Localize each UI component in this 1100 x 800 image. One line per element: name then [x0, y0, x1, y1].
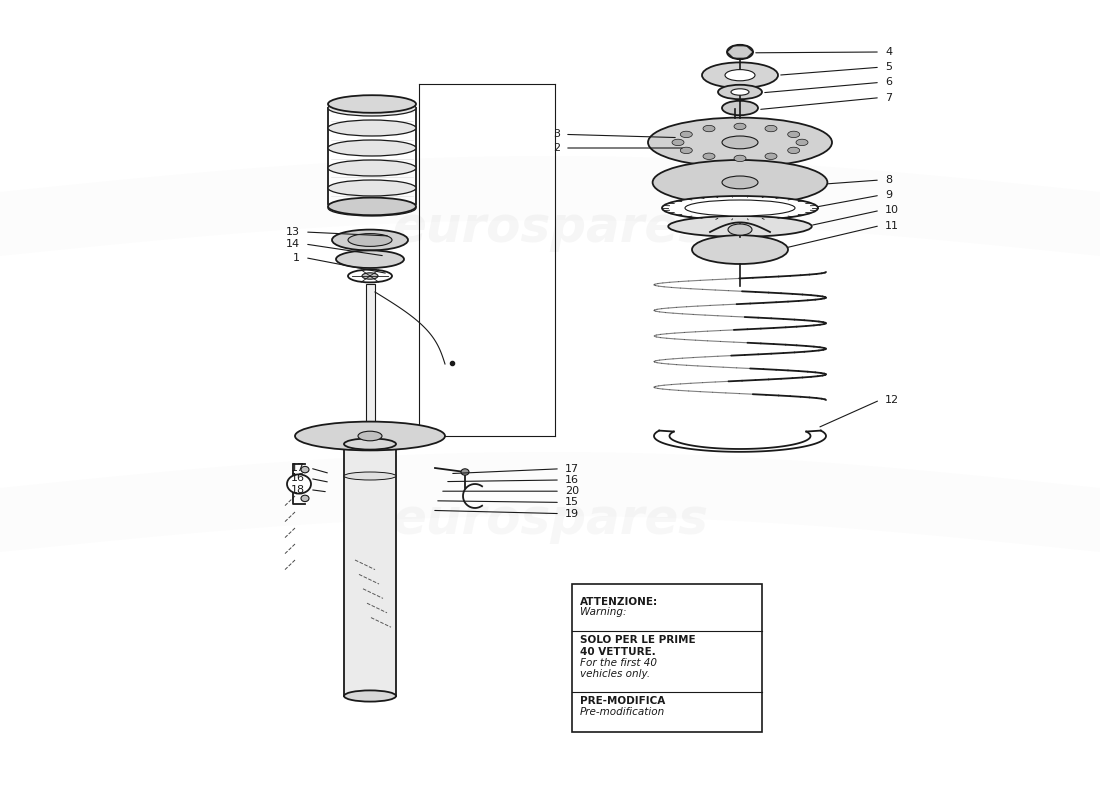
Ellipse shape [328, 120, 416, 136]
Text: 14: 14 [286, 239, 300, 249]
Ellipse shape [348, 270, 392, 282]
Text: 6: 6 [886, 78, 892, 87]
Ellipse shape [764, 153, 777, 159]
Ellipse shape [328, 160, 416, 176]
Text: eurospares: eurospares [392, 496, 708, 544]
Text: 15: 15 [565, 498, 579, 507]
Ellipse shape [461, 469, 469, 475]
Text: 12: 12 [886, 395, 899, 405]
Bar [344, 444, 396, 696]
Ellipse shape [788, 147, 800, 154]
Text: 9: 9 [886, 190, 892, 200]
Ellipse shape [348, 234, 392, 246]
Ellipse shape [680, 131, 692, 138]
Ellipse shape [668, 216, 812, 237]
Text: 40 VETTURE.: 40 VETTURE. [580, 646, 656, 657]
Text: 17: 17 [290, 463, 305, 473]
Text: eurospares: eurospares [392, 204, 708, 252]
Ellipse shape [788, 131, 800, 138]
Ellipse shape [358, 431, 382, 441]
Text: 8: 8 [886, 175, 892, 185]
Ellipse shape [328, 140, 416, 156]
Ellipse shape [301, 495, 309, 502]
Text: 18: 18 [290, 485, 305, 494]
Ellipse shape [328, 200, 416, 216]
Ellipse shape [692, 235, 788, 264]
Ellipse shape [734, 123, 746, 130]
Text: Warning:: Warning: [580, 607, 627, 618]
Ellipse shape [703, 153, 715, 159]
Ellipse shape [328, 180, 416, 196]
Ellipse shape [702, 62, 778, 88]
Text: ATTENZIONE:: ATTENZIONE: [580, 597, 658, 606]
Text: 17: 17 [565, 464, 579, 474]
Bar [365, 284, 374, 432]
Text: PRE-MODIFICA: PRE-MODIFICA [580, 696, 666, 706]
Ellipse shape [722, 136, 758, 149]
Text: 2: 2 [553, 143, 560, 153]
Ellipse shape [328, 198, 416, 215]
Ellipse shape [764, 126, 777, 132]
Text: 7: 7 [886, 93, 892, 102]
Text: Pre-modification: Pre-modification [580, 707, 666, 718]
Ellipse shape [718, 85, 762, 99]
Text: 19: 19 [565, 509, 579, 518]
Text: 3: 3 [553, 130, 560, 139]
Ellipse shape [727, 45, 754, 59]
Ellipse shape [362, 273, 378, 279]
Ellipse shape [722, 101, 758, 115]
Ellipse shape [301, 466, 309, 473]
Ellipse shape [680, 147, 692, 154]
Ellipse shape [734, 155, 746, 162]
Text: 20: 20 [565, 486, 579, 496]
Text: 10: 10 [886, 206, 899, 215]
Ellipse shape [685, 200, 795, 216]
Ellipse shape [796, 139, 808, 146]
Text: For the first 40: For the first 40 [580, 658, 657, 668]
Ellipse shape [703, 126, 715, 132]
Text: SOLO PER LE PRIME: SOLO PER LE PRIME [580, 635, 695, 646]
Text: 1: 1 [293, 253, 300, 262]
Text: 11: 11 [886, 221, 899, 230]
Bar [572, 584, 762, 732]
Ellipse shape [672, 139, 684, 146]
Ellipse shape [332, 230, 408, 250]
Ellipse shape [725, 70, 755, 81]
Ellipse shape [328, 95, 416, 113]
Text: vehicles only.: vehicles only. [580, 669, 650, 679]
Ellipse shape [662, 196, 818, 220]
Ellipse shape [336, 250, 404, 268]
Ellipse shape [344, 472, 396, 480]
Text: 4: 4 [886, 47, 892, 57]
Ellipse shape [732, 89, 749, 95]
Ellipse shape [728, 224, 752, 235]
Ellipse shape [648, 118, 832, 167]
Ellipse shape [652, 160, 827, 205]
Text: 16: 16 [565, 475, 579, 485]
Ellipse shape [344, 690, 396, 702]
Ellipse shape [344, 438, 396, 450]
Text: 13: 13 [286, 227, 300, 237]
Text: 16: 16 [292, 474, 305, 483]
Ellipse shape [328, 100, 416, 116]
Ellipse shape [722, 176, 758, 189]
Ellipse shape [295, 422, 446, 450]
Text: 5: 5 [886, 62, 892, 72]
Ellipse shape [287, 474, 311, 494]
